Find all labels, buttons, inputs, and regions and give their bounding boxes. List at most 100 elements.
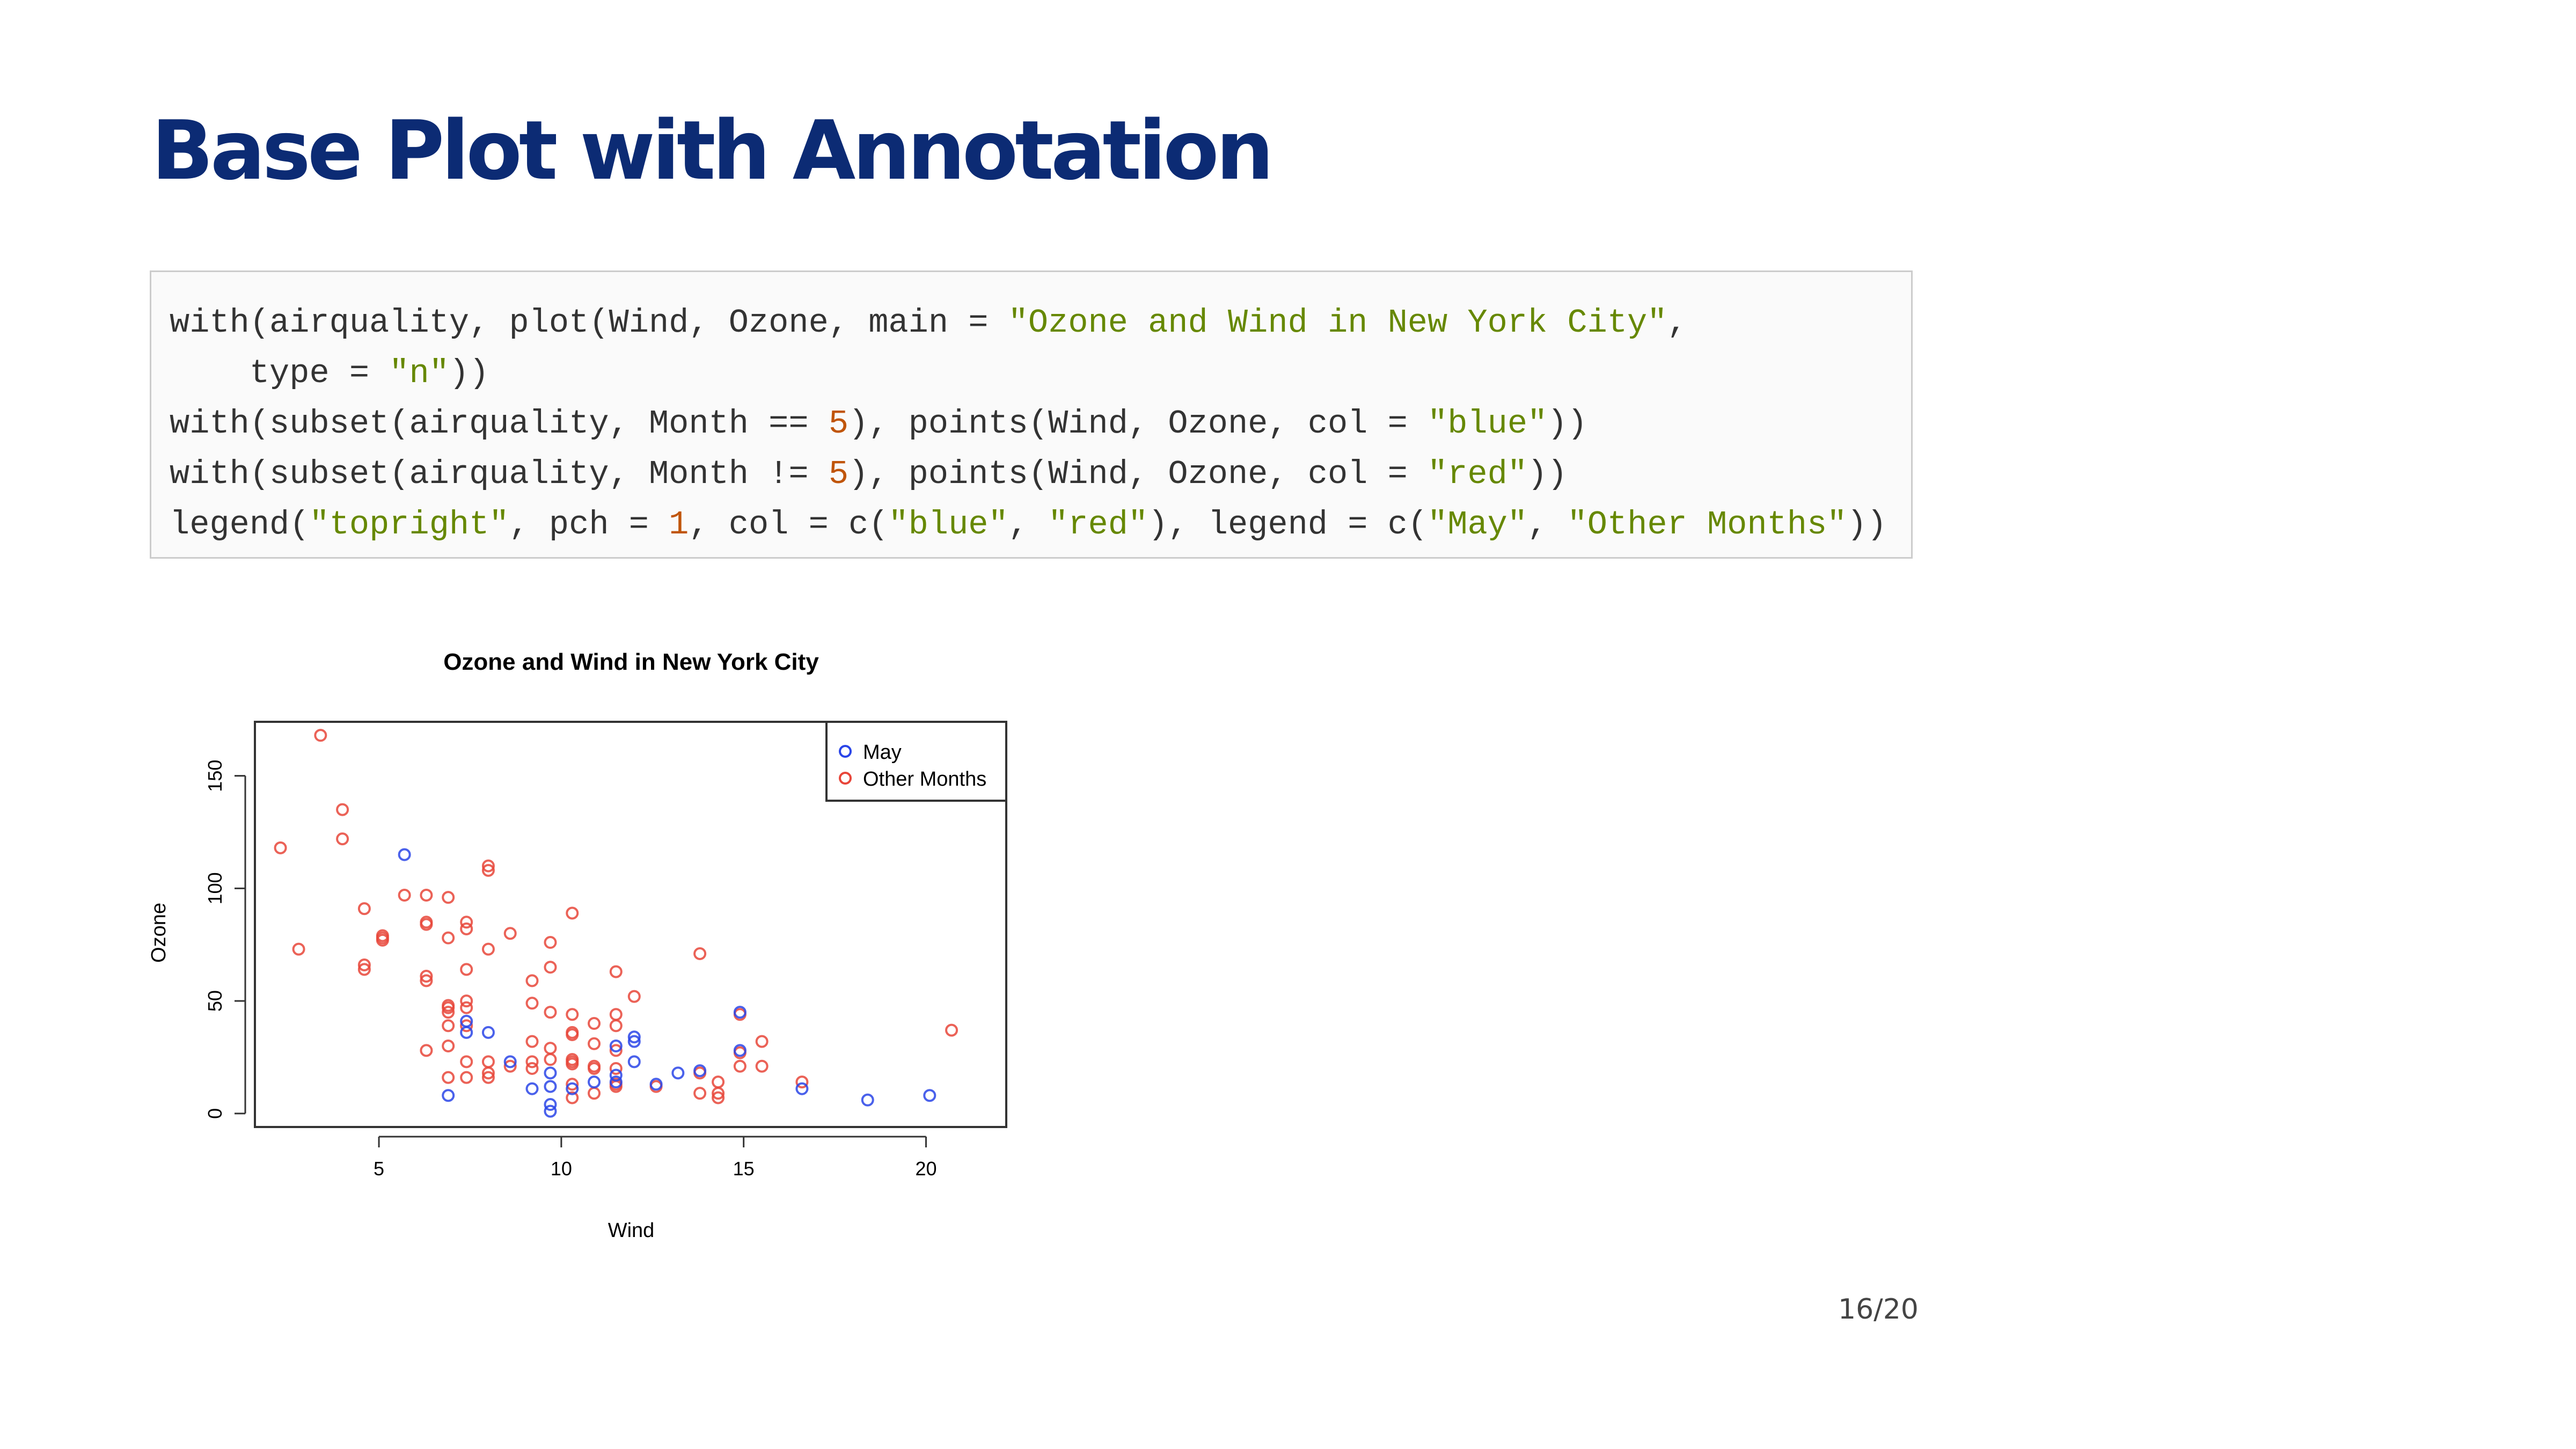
x-tick-label: 15: [733, 1158, 755, 1180]
code-token: legend(: [170, 506, 310, 544]
code-token: ), points(Wind, Ozone, col =: [848, 405, 1428, 443]
code-token: , pch =: [509, 506, 669, 544]
point-other-months: [420, 918, 433, 931]
legend: May Other Months: [825, 721, 1007, 802]
x-axis-label: Wind: [608, 1219, 655, 1242]
point-may: [861, 1093, 874, 1107]
point-may: [544, 1080, 557, 1093]
point-other-months: [481, 1055, 495, 1069]
point-other-months: [693, 947, 707, 961]
code-string: "blue": [888, 506, 1008, 544]
point-other-months: [481, 863, 495, 877]
point-other-months: [609, 965, 623, 978]
point-may: [566, 1082, 579, 1095]
code-text: with(airquality, plot(Wind, Ozone, main …: [170, 298, 1887, 550]
y-tick-label: 100: [204, 872, 226, 904]
code-block: with(airquality, plot(Wind, Ozone, main …: [150, 270, 1913, 559]
point-other-months: [588, 1087, 601, 1100]
point-other-months: [420, 1044, 433, 1057]
code-string: "red": [1428, 455, 1528, 493]
point-other-months: [609, 1019, 623, 1033]
point-other-months: [460, 1055, 473, 1069]
point-other-months: [274, 841, 287, 854]
point-other-months: [503, 1059, 517, 1073]
point-other-months: [544, 1053, 557, 1066]
code-token: ,: [1667, 304, 1687, 342]
point-other-months: [566, 1091, 579, 1104]
code-token: with(subset(airquality, Month !=: [170, 455, 829, 493]
code-token: , col = c(: [689, 506, 889, 544]
code-token: )): [1547, 405, 1587, 443]
point-may: [693, 1064, 707, 1078]
point-other-months: [460, 1019, 473, 1033]
code-token: type =: [170, 354, 390, 392]
point-other-months: [525, 1062, 539, 1075]
code-token: )): [1527, 455, 1568, 493]
point-other-months: [460, 1071, 473, 1084]
point-other-months: [588, 1017, 601, 1030]
point-other-months: [712, 1075, 725, 1089]
code-string: "blue": [1428, 405, 1548, 443]
point-other-months: [292, 942, 305, 956]
point-other-months: [442, 1040, 455, 1052]
code-token: )): [449, 354, 489, 392]
point-may: [442, 1089, 455, 1102]
legend-label-other-months: Other Months: [863, 768, 986, 791]
point-may: [398, 848, 411, 861]
point-other-months: [693, 1087, 707, 1100]
code-string: "topright": [309, 506, 509, 544]
point-may: [460, 1026, 473, 1039]
code-string: "Ozone and Wind in New York City": [1008, 304, 1667, 342]
code-token: ,: [1008, 506, 1049, 544]
point-other-months: [566, 906, 579, 920]
code-string: "Other Months": [1567, 506, 1847, 544]
point-may: [627, 1055, 641, 1069]
point-other-months: [525, 1055, 539, 1069]
code-token: with(subset(airquality, Month ==: [170, 405, 829, 443]
plot-frame: [254, 721, 1007, 1128]
point-other-months: [945, 1023, 958, 1037]
data-points: [274, 729, 958, 1118]
point-may: [481, 1026, 495, 1039]
point-other-months: [442, 1006, 455, 1019]
x-tick-label: 20: [915, 1158, 936, 1180]
point-may: [544, 1104, 557, 1118]
code-token: ), points(Wind, Ozone, col =: [848, 455, 1428, 493]
point-other-months: [588, 1062, 601, 1075]
point-other-months: [755, 1035, 769, 1048]
point-other-months: [398, 888, 411, 902]
point-other-months: [442, 1071, 455, 1084]
point-may: [544, 1098, 557, 1111]
point-may: [627, 1030, 641, 1044]
code-token: ,: [1527, 506, 1568, 544]
legend-box: [825, 721, 1007, 802]
point-other-months: [420, 974, 433, 987]
point-may: [733, 1006, 747, 1019]
point-may: [795, 1082, 809, 1095]
scatter-plot: Ozone and Wind in New York City 5 10 15 20 0…: [148, 649, 1007, 1242]
x-tick-label: 5: [374, 1158, 384, 1180]
point-other-months: [460, 922, 473, 935]
point-other-months: [314, 729, 327, 742]
point-other-months: [609, 1062, 623, 1075]
y-tick-label: 150: [204, 760, 226, 792]
legend-marker-may: [839, 745, 852, 758]
point-other-months: [609, 1008, 623, 1021]
point-other-months: [357, 902, 371, 916]
point-other-months: [566, 1028, 579, 1042]
y-tick-label: 0: [204, 1108, 226, 1119]
point-other-months: [442, 1019, 455, 1033]
point-other-months: [442, 1001, 455, 1014]
point-other-months: [544, 936, 557, 949]
point-may: [503, 1055, 517, 1069]
point-other-months: [609, 1044, 623, 1057]
x-tick-label: 10: [551, 1158, 572, 1180]
point-other-months: [566, 1057, 579, 1071]
point-other-months: [566, 1078, 579, 1091]
code-string: "n": [389, 354, 449, 392]
point-other-months: [481, 1066, 495, 1080]
point-may: [609, 1069, 623, 1082]
point-other-months: [460, 994, 473, 1008]
point-other-months: [336, 803, 349, 816]
point-may: [923, 1089, 936, 1102]
